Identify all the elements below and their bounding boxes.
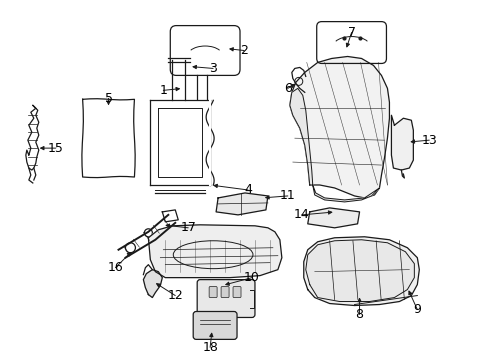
Text: 18: 18	[202, 341, 218, 354]
FancyBboxPatch shape	[221, 287, 228, 298]
Text: 10: 10	[244, 271, 260, 284]
Polygon shape	[305, 240, 413, 302]
Polygon shape	[289, 57, 388, 198]
Polygon shape	[148, 225, 281, 278]
Text: 17: 17	[180, 221, 196, 234]
Text: 14: 14	[293, 208, 309, 221]
Text: 2: 2	[240, 44, 247, 57]
Text: 6: 6	[284, 82, 291, 95]
Text: 1: 1	[159, 84, 167, 97]
FancyBboxPatch shape	[193, 311, 237, 339]
FancyBboxPatch shape	[209, 287, 217, 298]
Text: 5: 5	[104, 92, 112, 105]
FancyBboxPatch shape	[197, 280, 254, 318]
Polygon shape	[312, 185, 379, 202]
Text: 12: 12	[167, 289, 183, 302]
Polygon shape	[216, 193, 267, 215]
Text: 11: 11	[280, 189, 295, 202]
Text: 8: 8	[355, 308, 363, 321]
Text: 16: 16	[107, 261, 123, 274]
Text: 15: 15	[48, 141, 63, 155]
Polygon shape	[143, 270, 162, 298]
Text: 7: 7	[347, 26, 355, 39]
Polygon shape	[390, 115, 412, 170]
Polygon shape	[303, 237, 419, 306]
Polygon shape	[289, 88, 312, 185]
Text: 13: 13	[421, 134, 436, 147]
Polygon shape	[307, 208, 359, 228]
FancyBboxPatch shape	[233, 287, 241, 298]
Text: 4: 4	[244, 184, 251, 197]
Text: 9: 9	[412, 303, 420, 316]
Text: 3: 3	[209, 62, 217, 75]
